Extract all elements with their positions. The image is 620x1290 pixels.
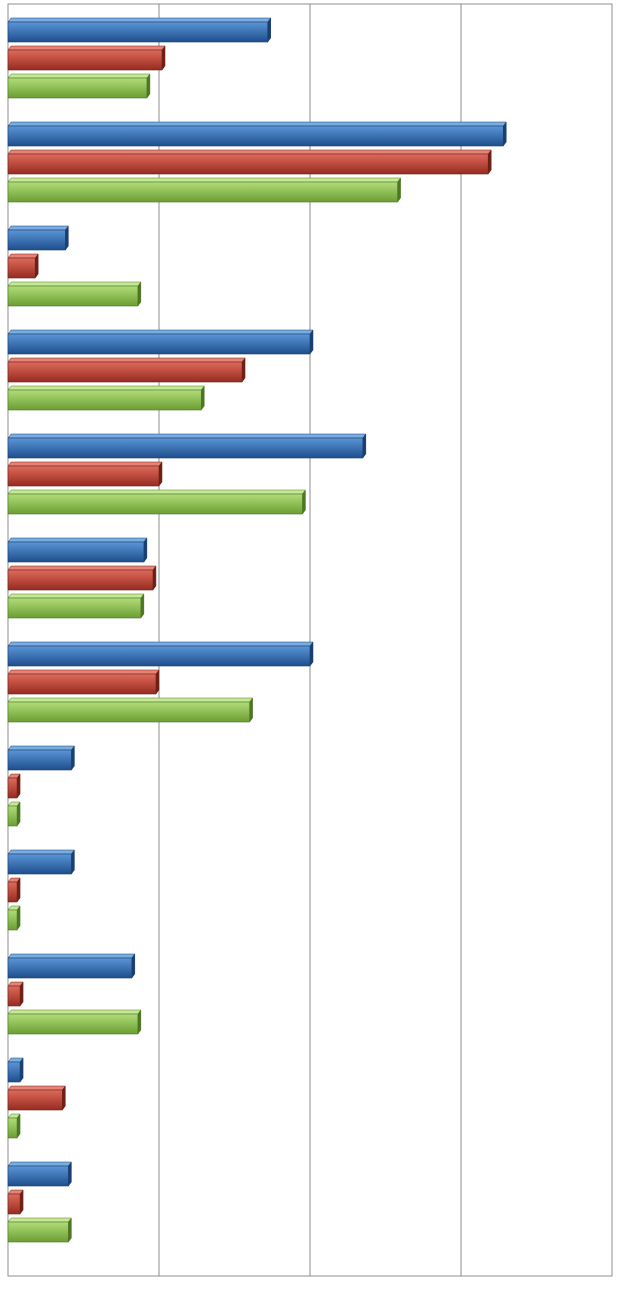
chart-container bbox=[0, 0, 620, 1290]
horizontal-bar-chart bbox=[0, 0, 620, 1290]
